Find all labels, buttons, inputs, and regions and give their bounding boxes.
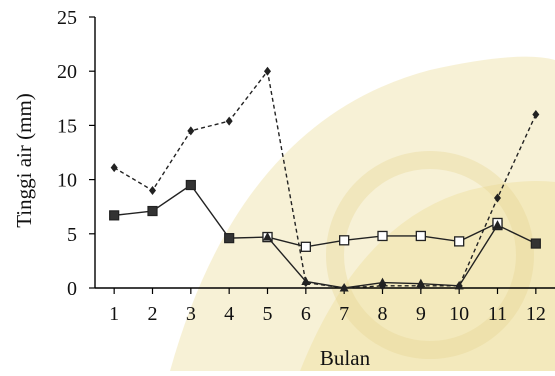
- data-point: [416, 278, 426, 288]
- series-layer: [109, 66, 541, 293]
- series-line: [497, 224, 537, 245]
- data-point: [224, 233, 235, 244]
- y-tick-label: 5: [67, 224, 77, 246]
- series-4: [263, 220, 502, 292]
- data-point: [110, 163, 118, 173]
- data-point: [147, 205, 158, 217]
- data-point: [149, 185, 156, 195]
- data-point: [264, 66, 271, 76]
- data-point: [225, 116, 233, 126]
- data-point: [301, 276, 311, 285]
- y-tick-label: 20: [57, 61, 77, 83]
- x-tick-label: 3: [186, 303, 196, 325]
- data-point: [493, 220, 502, 229]
- data-point: [185, 179, 196, 191]
- data-point: [454, 280, 464, 290]
- labels: Bulan Tinggi air (mm): [12, 93, 371, 370]
- data-point: [378, 277, 387, 287]
- x-tick-label: 12: [526, 303, 546, 325]
- data-point: [187, 126, 195, 136]
- x-tick-label: 2: [148, 303, 158, 325]
- data-point: [300, 241, 311, 252]
- y-tick-label: 10: [57, 170, 77, 192]
- watermark-shape: [300, 181, 555, 371]
- x-tick-label: 4: [224, 303, 234, 325]
- x-tick-label: 9: [416, 303, 426, 325]
- x-tick-label: 5: [263, 303, 273, 325]
- data-point: [415, 230, 426, 242]
- data-point: [339, 283, 349, 292]
- x-tick-label: 1: [109, 303, 119, 325]
- data-point: [532, 110, 540, 120]
- x-tick-label: 7: [339, 303, 349, 325]
- watermark-shape: [326, 151, 534, 359]
- y-axis-title: Tinggi air (mm): [12, 93, 36, 228]
- data-point: [263, 232, 272, 241]
- x-tick-label: 8: [378, 303, 388, 325]
- x-tick-label: 6: [301, 303, 311, 325]
- data-point: [109, 210, 120, 221]
- y-tick-label: 0: [67, 278, 77, 300]
- data-point: [377, 230, 388, 242]
- x-tick-label: 10: [449, 303, 469, 325]
- data-point: [530, 238, 541, 249]
- data-point: [494, 193, 501, 203]
- y-tick-label: 25: [57, 7, 77, 29]
- data-point: [339, 235, 350, 246]
- x-tick-label: 11: [488, 303, 507, 325]
- data-point: [454, 236, 465, 247]
- y-tick-label: 15: [57, 115, 77, 137]
- x-axis-title: Bulan: [320, 346, 371, 370]
- series-line: [113, 69, 537, 289]
